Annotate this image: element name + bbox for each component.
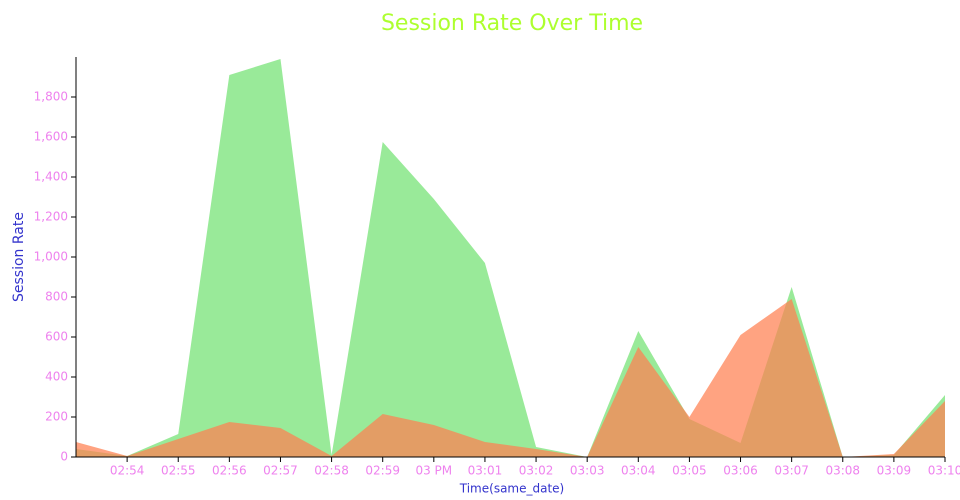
y-tick-label: 1,800 <box>34 90 68 104</box>
x-tick-label: 03:05 <box>672 464 707 478</box>
x-tick-label: 02:57 <box>263 464 298 478</box>
x-tick-label: 02:54 <box>110 464 145 478</box>
x-tick-label: 03:09 <box>877 464 912 478</box>
x-tick-label: 03:02 <box>519 464 554 478</box>
y-tick-label: 600 <box>45 330 68 344</box>
y-tick-label: 0 <box>60 450 68 464</box>
x-tick-label: 03:01 <box>468 464 503 478</box>
x-tick-label: 03:07 <box>774 464 809 478</box>
x-tick-label: 02:59 <box>365 464 400 478</box>
x-tick-label: 02:56 <box>212 464 247 478</box>
y-tick-label: 1,400 <box>34 170 68 184</box>
y-tick-label: 400 <box>45 370 68 384</box>
x-tick-label: 03 PM <box>415 464 452 478</box>
y-tick-label: 800 <box>45 290 68 304</box>
x-axis-title: Time(same_date) <box>459 482 564 496</box>
area <box>76 299 945 457</box>
x-tick-label: 03:10 <box>928 464 960 478</box>
x-tick-label: 03:08 <box>825 464 860 478</box>
area <box>76 59 945 457</box>
y-tick-label: 1,600 <box>34 130 68 144</box>
y-axis-title: Session Rate <box>11 212 27 302</box>
x-tick-label: 02:55 <box>161 464 196 478</box>
x-tick-label: 03:04 <box>621 464 656 478</box>
chart-title: Session Rate Over Time <box>381 11 643 36</box>
y-tick-label: 1,200 <box>34 210 68 224</box>
y-tick-label: 1,000 <box>34 250 68 264</box>
x-tick-label: 03:03 <box>570 464 605 478</box>
x-tick-label: 03:06 <box>723 464 758 478</box>
x-tick-label: 02:58 <box>314 464 349 478</box>
y-tick-label: 200 <box>45 410 68 424</box>
plot-area <box>76 59 945 457</box>
